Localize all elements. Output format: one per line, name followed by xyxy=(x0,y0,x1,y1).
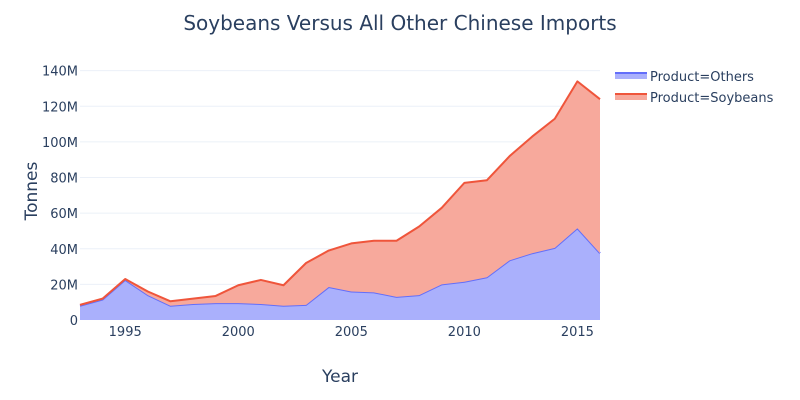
y-axis-title: Tonnes xyxy=(22,161,42,221)
x-tick-label: 2000 xyxy=(222,325,255,340)
y-tick-label: 60M xyxy=(50,207,78,222)
plot-area xyxy=(79,80,601,320)
y-tick-label: 0 xyxy=(70,314,78,329)
legend-item[interactable]: Product=Others xyxy=(615,70,754,85)
y-axis-ticks: 0 20M 40M 60M 80M 100M 120M 140M xyxy=(42,65,78,329)
series-line-2 xyxy=(79,80,601,306)
y-tick-label: 20M xyxy=(50,278,78,293)
legend-label: Product=Soybeans xyxy=(650,91,774,106)
chart-title: Soybeans Versus All Other Chinese Import… xyxy=(183,11,616,35)
area-fill-series-1 xyxy=(80,228,600,320)
y-tick-label: 100M xyxy=(42,136,78,151)
legend[interactable]: Product=Others Product=Soybeans xyxy=(615,70,774,106)
x-tick-label: 2010 xyxy=(448,325,481,340)
y-tick-label: 140M xyxy=(42,65,78,80)
y-tick-label: 40M xyxy=(50,243,78,258)
legend-label: Product=Others xyxy=(650,70,754,85)
x-axis-title: Year xyxy=(321,367,358,387)
x-axis-ticks: 1995 2000 2005 2010 2015 xyxy=(109,325,594,340)
y-tick-label: 120M xyxy=(42,100,78,115)
grid-lines xyxy=(80,70,600,285)
y-tick-label: 80M xyxy=(50,172,78,187)
area-fill-series-2 xyxy=(80,81,600,306)
legend-swatch xyxy=(615,94,647,100)
legend-item[interactable]: Product=Soybeans xyxy=(615,91,774,106)
x-tick-label: 2005 xyxy=(335,325,368,340)
x-tick-label: 1995 xyxy=(109,325,142,340)
x-tick-label: 2015 xyxy=(561,325,594,340)
legend-swatch xyxy=(615,73,647,79)
